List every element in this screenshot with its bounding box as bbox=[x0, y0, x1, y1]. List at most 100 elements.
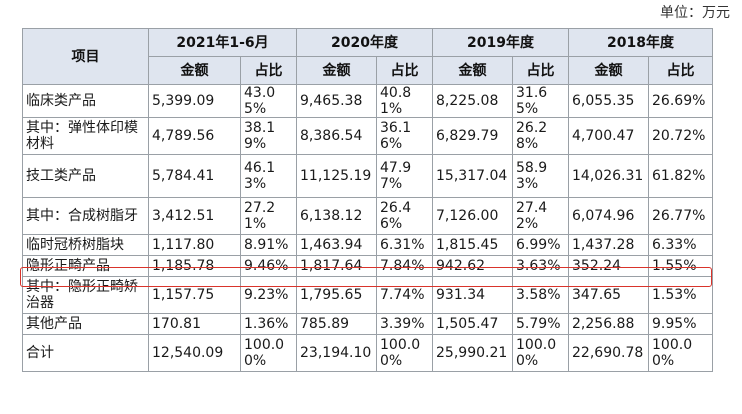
amount-cell: 25,990.21 bbox=[432, 334, 514, 372]
share-cell: 100.00% bbox=[376, 334, 434, 372]
amount-cell: 4,789.56 bbox=[148, 117, 241, 155]
unit-label: 单位：万元 bbox=[660, 5, 730, 21]
amount-cell: 1,117.80 bbox=[148, 234, 241, 256]
amount-cell: 12,540.09 bbox=[148, 334, 241, 372]
amount-cell: 942.62 bbox=[432, 255, 514, 277]
table-row: 临时冠桥树脂块 1,117.80 8.91% 1,463.94 6.31% 1,815.4… bbox=[22, 234, 714, 256]
header-share: 占比 bbox=[648, 56, 714, 85]
share-cell: 36.16% bbox=[376, 117, 434, 155]
share-cell: 20.72% bbox=[648, 117, 714, 155]
share-cell: 7.74% bbox=[376, 276, 434, 314]
share-cell: 3.58% bbox=[512, 276, 570, 314]
amount-cell: 785.89 bbox=[296, 313, 378, 335]
amount-cell: 931.34 bbox=[432, 276, 514, 314]
amount-cell: 1,795.65 bbox=[296, 276, 378, 314]
share-cell: 9.95% bbox=[648, 313, 714, 335]
share-cell: 5.79% bbox=[512, 313, 570, 335]
share-cell: 40.81% bbox=[376, 84, 434, 118]
table-row: 临床类产品 5,399.09 43.05% 9,465.38 40.81% 8,225.0… bbox=[22, 84, 714, 118]
header-period-2019: 2019年度 bbox=[432, 28, 570, 57]
share-cell: 58.93% bbox=[512, 154, 570, 198]
header-item: 项目 bbox=[22, 28, 149, 85]
row-label: 其中：隐形正畸矫 治器 bbox=[22, 276, 149, 314]
row-label: 其他产品 bbox=[22, 313, 149, 335]
amount-cell: 5,399.09 bbox=[148, 84, 241, 118]
table-row: 其中：弹性体印模 材料 4,789.56 38.19% 8,386.54 36.16% 6… bbox=[22, 117, 714, 155]
share-cell: 47.97% bbox=[376, 154, 434, 198]
amount-cell: 6,055.35 bbox=[568, 84, 650, 118]
header-amount: 金额 bbox=[432, 56, 514, 85]
share-cell: 9.23% bbox=[239, 276, 298, 314]
amount-cell: 6,138.12 bbox=[296, 197, 378, 235]
table-row: 隐形正畸产品 1,185.78 9.46% 1,817.64 7.84% 942.62 3.… bbox=[22, 255, 714, 277]
amount-cell: 5,784.41 bbox=[148, 154, 241, 198]
amount-cell: 3,412.51 bbox=[148, 197, 241, 235]
amount-cell: 6,074.96 bbox=[568, 197, 650, 235]
amount-cell: 23,194.10 bbox=[296, 334, 378, 372]
share-cell: 61.82% bbox=[648, 154, 714, 198]
share-cell: 6.33% bbox=[648, 234, 714, 256]
amount-cell: 1,185.78 bbox=[148, 255, 241, 277]
amount-cell: 15,317.04 bbox=[432, 154, 514, 198]
share-cell: 8.91% bbox=[239, 234, 298, 256]
amount-cell: 4,700.47 bbox=[568, 117, 650, 155]
share-cell: 1.36% bbox=[239, 313, 298, 335]
share-cell: 7.84% bbox=[376, 255, 434, 277]
share-cell: 27.42% bbox=[512, 197, 570, 235]
amount-cell: 170.81 bbox=[148, 313, 241, 335]
amount-cell: 1,817.64 bbox=[296, 255, 378, 277]
amount-cell: 347.65 bbox=[568, 276, 650, 314]
share-cell: 27.21% bbox=[239, 197, 298, 235]
header-share: 占比 bbox=[376, 56, 434, 85]
amount-cell: 352.24 bbox=[568, 255, 650, 277]
amount-cell: 2,256.88 bbox=[568, 313, 650, 335]
row-label: 临床类产品 bbox=[22, 84, 149, 118]
row-label: 其中：弹性体印模 材料 bbox=[22, 117, 149, 155]
share-cell: 26.28% bbox=[512, 117, 570, 155]
table-row: 合计 12,540.09 100.00% 23,194.10 100.00% 25,990… bbox=[22, 334, 714, 372]
share-cell: 1.53% bbox=[648, 276, 714, 314]
header-share: 占比 bbox=[239, 56, 298, 85]
share-cell: 100.00% bbox=[512, 334, 570, 372]
header-amount: 金额 bbox=[148, 56, 241, 85]
amount-cell: 6,829.79 bbox=[432, 117, 514, 155]
amount-cell: 11,125.19 bbox=[296, 154, 378, 198]
share-cell: 6.31% bbox=[376, 234, 434, 256]
share-cell: 100.00% bbox=[239, 334, 298, 372]
share-cell: 3.63% bbox=[512, 255, 570, 277]
amount-cell: 22,690.78 bbox=[568, 334, 650, 372]
amount-cell: 8,225.08 bbox=[432, 84, 514, 118]
share-cell: 1.55% bbox=[648, 255, 714, 277]
share-cell: 46.13% bbox=[239, 154, 298, 198]
amount-cell: 8,386.54 bbox=[296, 117, 378, 155]
share-cell: 26.77% bbox=[648, 197, 714, 235]
amount-cell: 1,463.94 bbox=[296, 234, 378, 256]
amount-cell: 1,437.28 bbox=[568, 234, 650, 256]
share-cell: 43.05% bbox=[239, 84, 298, 118]
header-amount: 金额 bbox=[568, 56, 650, 85]
table-row: 技工类产品 5,784.41 46.13% 11,125.19 47.97% 15,317… bbox=[22, 154, 714, 198]
share-cell: 3.39% bbox=[376, 313, 434, 335]
share-cell: 6.99% bbox=[512, 234, 570, 256]
share-cell: 31.65% bbox=[512, 84, 570, 118]
table-row: 其他产品 170.81 1.36% 785.89 3.39% 1,505.47 5.79% 2… bbox=[22, 313, 714, 335]
row-label: 隐形正畸产品 bbox=[22, 255, 149, 277]
share-cell: 38.19% bbox=[239, 117, 298, 155]
row-label: 临时冠桥树脂块 bbox=[22, 234, 149, 256]
share-cell: 26.46% bbox=[376, 197, 434, 235]
amount-cell: 14,026.31 bbox=[568, 154, 650, 198]
table-row: 其中：隐形正畸矫 治器 1,157.75 9.23% 1,795.65 7.74% 931… bbox=[22, 276, 714, 314]
amount-cell: 9,465.38 bbox=[296, 84, 378, 118]
table-row: 其中：合成树脂牙 3,412.51 27.21% 6,138.12 26.46% 7,12… bbox=[22, 197, 714, 235]
header-period-2018: 2018年度 bbox=[568, 28, 714, 57]
amount-cell: 1,505.47 bbox=[432, 313, 514, 335]
header-period-2020: 2020年度 bbox=[296, 28, 434, 57]
row-label: 技工类产品 bbox=[22, 154, 149, 198]
amount-cell: 7,126.00 bbox=[432, 197, 514, 235]
row-label: 合计 bbox=[22, 334, 149, 372]
share-cell: 100.00% bbox=[648, 334, 714, 372]
share-cell: 9.46% bbox=[239, 255, 298, 277]
row-label: 其中：合成树脂牙 bbox=[22, 197, 149, 235]
header-share: 占比 bbox=[512, 56, 570, 85]
amount-cell: 1,815.45 bbox=[432, 234, 514, 256]
